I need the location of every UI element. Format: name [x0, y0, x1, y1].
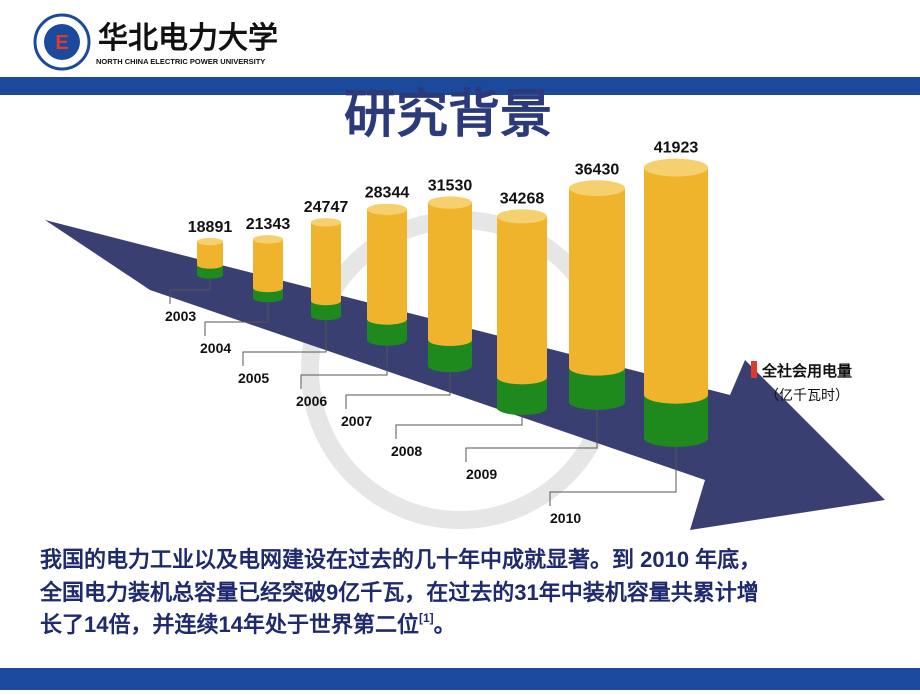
- x-tick-label: 2006: [296, 393, 327, 409]
- value-label: 24747: [304, 199, 349, 216]
- bar: [644, 167, 708, 404]
- leader-line: [395, 415, 523, 439]
- x-tick-label: 2003: [165, 308, 196, 324]
- value-label: 36430: [575, 161, 620, 178]
- leader-line: [242, 320, 327, 366]
- value-label: 18891: [188, 219, 233, 236]
- legend-swatch: [751, 361, 757, 378]
- bar: [569, 188, 625, 376]
- bar: [367, 209, 407, 325]
- cylinder-base: [569, 367, 625, 410]
- logo-inner: [44, 24, 80, 60]
- top-band: [0, 77, 920, 95]
- cylinder-base: [644, 394, 708, 447]
- leader-line: [300, 345, 388, 389]
- chart-title: 研究背景: [344, 86, 552, 144]
- value-label: 41923: [654, 140, 699, 157]
- x-tick-label: 2004: [200, 340, 231, 356]
- paragraph: 我国的电力工业以及电网建设在过去的几十年中成就显著。到 2010 年底， 全国电…: [39, 547, 767, 637]
- x-tick-label: 2009: [466, 466, 497, 482]
- paragraph-end: 。: [434, 612, 456, 637]
- university-name-en: NORTH CHINA ELECTRIC POWER UNIVERSITY: [96, 57, 265, 66]
- paragraph-line: 我国的电力工业以及电网建设在过去的几十年中成就显著。到 2010 年底，: [40, 547, 761, 572]
- paragraph-line: 长了14倍，并连续14年处于世界第二位: [40, 612, 419, 637]
- cylinder-top: [253, 235, 283, 244]
- cylinder-base: [197, 265, 223, 279]
- bar: [428, 202, 472, 347]
- cylinder-top: [569, 180, 625, 196]
- leader-line: [465, 409, 598, 462]
- leader-line: [549, 446, 677, 506]
- university-name: 华北电力大学: [98, 21, 278, 55]
- value-label: 28344: [365, 185, 410, 202]
- paragraph-line: 全国电力装机总容量已经突破9亿千瓦，在过去的31年中装机容量共累计增: [39, 580, 759, 605]
- bar: [497, 216, 547, 385]
- citation: [1]: [419, 611, 434, 625]
- x-tick-label: 2008: [391, 443, 422, 459]
- cylinder-top: [497, 209, 547, 224]
- cylinder-base: [428, 339, 472, 373]
- leader-line: [204, 302, 269, 336]
- cylinder-base: [311, 301, 341, 321]
- leader-line: [345, 372, 451, 409]
- x-tick-label: 2005: [238, 370, 269, 386]
- legend-label: 全社会用电量: [761, 362, 852, 380]
- x-tick-label: 2007: [341, 413, 372, 429]
- y-axis-label: （亿千瓦时）: [765, 387, 849, 403]
- cylinder-top: [428, 196, 472, 209]
- bottom-band: [0, 668, 920, 690]
- cylinder-top: [644, 158, 708, 177]
- value-label: 31530: [428, 177, 473, 194]
- cylinder-top: [197, 237, 223, 246]
- cylinder-base: [367, 319, 407, 346]
- leader-line: [169, 278, 211, 304]
- x-tick-label: 2010: [550, 510, 581, 526]
- cylinder-top: [311, 218, 341, 227]
- bar: [311, 222, 341, 306]
- bar: [197, 241, 223, 269]
- bar: [253, 239, 283, 293]
- logo-mark: E: [55, 32, 68, 54]
- cylinder-base: [497, 377, 547, 415]
- value-label: 21343: [246, 216, 291, 233]
- value-label: 34268: [500, 190, 545, 207]
- cylinder-top: [367, 203, 407, 215]
